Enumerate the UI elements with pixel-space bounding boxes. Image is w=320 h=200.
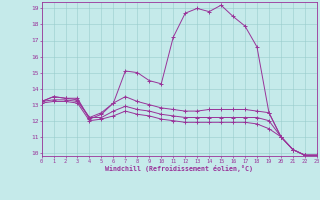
X-axis label: Windchill (Refroidissement éolien,°C): Windchill (Refroidissement éolien,°C) (105, 165, 253, 172)
